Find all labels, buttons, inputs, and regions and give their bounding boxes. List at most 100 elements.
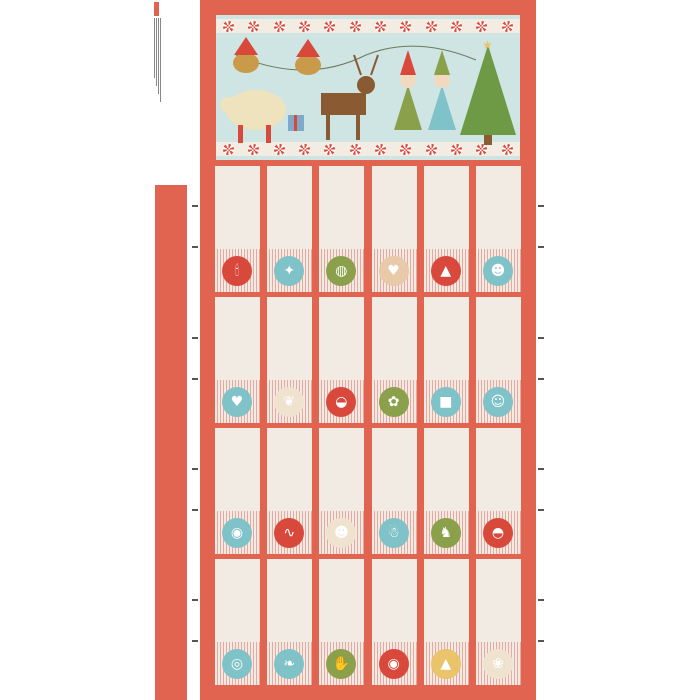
cut-marker: [538, 378, 544, 380]
pocket-grid: 🕯 ✦ ◍ ♥ ▲ ☻ ♥ ❦ ◒ ✿ ■ ☺ ◉ ∿ ☻ ☃ ♞ ◓ ◎ ❧ ✋ ◉ ▲ ❀: [215, 166, 521, 685]
cut-marker: [192, 468, 198, 470]
instructions-label: [154, 2, 159, 16]
peppermint-candy-icon: [476, 20, 488, 32]
peppermint-candy-icon: [299, 143, 311, 155]
holly-icon: ❧: [274, 649, 305, 679]
cut-marker: [192, 599, 198, 601]
gift-icon: [288, 115, 304, 131]
svg-text:★: ★: [482, 38, 493, 52]
advent-calendar-panel: ★ 🕯 ✦ ◍ ♥ ▲ ☻ ♥ ❦ ◒ ✿ ■ ☺ ◉ ∿ ☻ ☃ ♞ ◓ ◎ ❧ ✋ ◉ ▲ ❀: [200, 0, 536, 700]
advent-pocket: ❦: [267, 297, 313, 423]
elf-icon: [428, 50, 456, 130]
santa-icon: ☺: [482, 387, 513, 417]
peppermint-candy-icon: [425, 143, 437, 155]
peppermint-candy-icon: [248, 20, 260, 32]
advent-pocket: ◉: [371, 559, 417, 685]
candy-cane-icon: ✦: [274, 256, 305, 286]
gingerbread-man-icon: ☻: [482, 256, 513, 286]
instruction-line: [160, 18, 161, 102]
cut-marker: [192, 509, 198, 511]
reindeer-icon: [321, 54, 379, 140]
advent-pocket: ☻: [475, 166, 521, 292]
advent-pocket: ♥: [371, 166, 417, 292]
cut-marker: [538, 509, 544, 511]
candy-border-top: [216, 19, 520, 33]
peppermint-candy-icon: [273, 20, 285, 32]
advent-pocket: ■: [423, 297, 469, 423]
advent-pocket: ◎: [215, 559, 260, 685]
cut-marker: [192, 337, 198, 339]
elf-hat-icon: ▲: [430, 649, 461, 679]
ornament-icon: ◍: [326, 256, 357, 286]
cut-marker: [192, 378, 198, 380]
advent-pocket: ♥: [215, 297, 260, 423]
peppermint-candy-icon: [248, 143, 260, 155]
wreath-icon: ✿: [378, 387, 409, 417]
christmas-tree-icon: ★: [460, 38, 516, 145]
fabric-strip: [155, 185, 187, 700]
peppermint-candy-icon: [425, 20, 437, 32]
advent-pocket: ✦: [267, 166, 313, 292]
advent-pocket: ♞: [423, 428, 469, 554]
gingerbread-man-icon: ☻: [326, 518, 357, 548]
robin-icon: [233, 37, 259, 73]
string-lights-icon: ∿: [274, 518, 305, 548]
advent-pocket: ❀: [475, 559, 521, 685]
advent-pocket: 🕯: [215, 166, 260, 292]
pudding-icon: ◓: [482, 518, 513, 548]
cut-marker: [538, 205, 544, 207]
gift-icon: ■: [430, 387, 461, 417]
peppermint-candy-icon: [501, 143, 513, 155]
advent-pocket: ▲: [423, 166, 469, 292]
scene-illustration: ★: [220, 37, 516, 145]
printed-instructions: [154, 2, 162, 102]
cut-marker: [538, 468, 544, 470]
advent-pocket: ◒: [319, 297, 365, 423]
advent-pocket: ☻: [319, 428, 365, 554]
bauble-icon: ◉: [378, 649, 409, 679]
advent-pocket: ◉: [215, 428, 260, 554]
peppermint-candy-icon: [451, 143, 463, 155]
instruction-line: [154, 18, 155, 78]
candy-border-bottom: [216, 142, 520, 156]
instruction-line: [156, 18, 157, 86]
mittens-icon: ✋: [326, 649, 357, 679]
peppermint-candy-icon: [476, 143, 488, 155]
stockings-icon: ♞: [430, 518, 461, 548]
peppermint-candy-icon: [324, 143, 336, 155]
robin-icon: [295, 39, 321, 75]
reindeer-icon: ❦: [274, 387, 305, 417]
cut-marker: [538, 246, 544, 248]
advent-pocket: ☺: [475, 297, 521, 423]
advent-pocket: ☃: [371, 428, 417, 554]
peppermint-candy-icon: [501, 20, 513, 32]
cupcake-icon: ◒: [326, 387, 357, 417]
bauble-icon: ◉: [222, 518, 252, 548]
cut-marker: [192, 205, 198, 207]
cut-marker: [538, 640, 544, 642]
advent-pocket: ❧: [267, 559, 313, 685]
snowman-icon: ☃: [378, 518, 409, 548]
advent-pocket: ◍: [319, 166, 365, 292]
advent-pocket: ▲: [423, 559, 469, 685]
peppermint-candy-icon: [299, 20, 311, 32]
robin-with-hat-icon: ♥: [222, 387, 252, 417]
peppermint-candy-icon: [375, 20, 387, 32]
wreath-icon: ❀: [482, 649, 513, 679]
candle-icon: 🕯: [222, 256, 252, 286]
string-lights-icon: [235, 45, 477, 71]
peppermint-candy-icon: [375, 143, 387, 155]
advent-pocket: ◓: [475, 428, 521, 554]
cut-marker: [538, 337, 544, 339]
peppermint-candy-icon: [400, 143, 412, 155]
peppermint-candy-icon: [223, 143, 235, 155]
cut-marker: [192, 640, 198, 642]
peppermint-candy-icon: [324, 20, 336, 32]
peppermint-candy-icon: [451, 20, 463, 32]
peppermint-candy-icon: [349, 20, 361, 32]
peppermint-candy-icon: [223, 20, 235, 32]
christmas-tree-icon: ▲: [430, 256, 461, 286]
christmas-scene: ★: [216, 15, 520, 160]
cut-marker: [192, 246, 198, 248]
advent-pocket: ✋: [319, 559, 365, 685]
